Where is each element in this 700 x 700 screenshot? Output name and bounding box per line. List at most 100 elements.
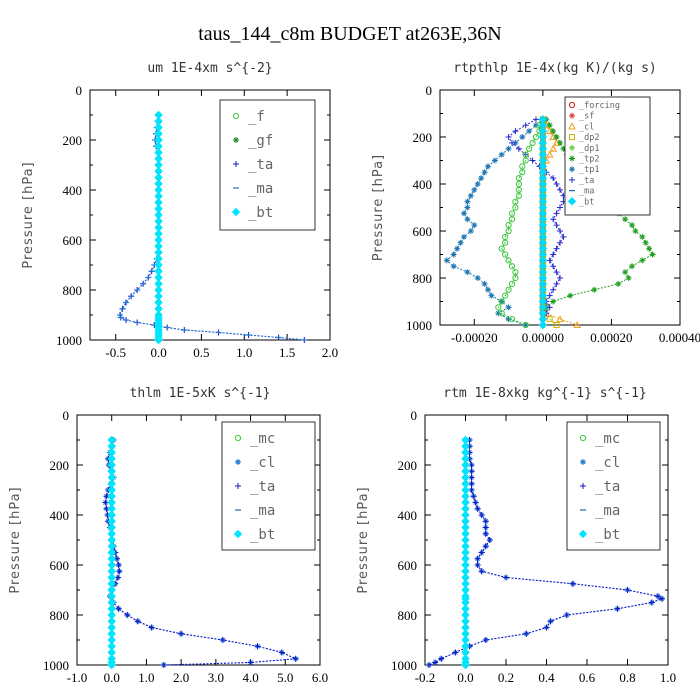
- legend-swatch: [568, 101, 576, 109]
- data-point: [254, 643, 261, 650]
- data-point: [432, 659, 439, 666]
- data-point: [553, 210, 560, 217]
- series-line: [446, 118, 544, 326]
- data-point: [461, 210, 467, 217]
- data-point: [509, 139, 515, 146]
- y-tick-label: 0: [411, 408, 418, 423]
- data-point: [491, 157, 498, 164]
- data-point: [642, 239, 649, 246]
- data-point: [464, 269, 471, 276]
- legend-label: _mc: [595, 431, 620, 447]
- x-tick-label: 0.8: [619, 670, 635, 685]
- y-tick-label: 600: [50, 558, 70, 573]
- legend-swatch: [231, 207, 241, 217]
- data-point: [522, 321, 529, 329]
- data-point: [515, 180, 522, 188]
- data-point: [503, 574, 509, 581]
- y-tick-label: 200: [398, 458, 418, 473]
- x-tick-label: -0.5: [105, 345, 126, 360]
- y-tick-label: 800: [50, 608, 70, 623]
- legend-label: _bt: [595, 527, 620, 543]
- y-axis-label: Pressure [hPa]: [8, 486, 23, 593]
- data-point: [512, 204, 519, 211]
- legend: _mc _cl _ta _ma _bt: [566, 421, 661, 551]
- data-point: [567, 292, 574, 299]
- panel-title: thlm 1E-5xK s^{-1}: [130, 386, 271, 401]
- data-point: [515, 192, 522, 199]
- data-point: [508, 210, 516, 217]
- data-point: [512, 274, 519, 282]
- y-tick-label: 200: [50, 458, 70, 473]
- data-point: [278, 649, 285, 656]
- legend-label: _tp1: [579, 165, 599, 175]
- data-point: [478, 175, 485, 182]
- legend-swatch: [235, 483, 241, 489]
- y-tick-label: 0: [63, 408, 70, 423]
- panel-title: um 1E-4xm s^{-2}: [147, 61, 272, 76]
- data-point: [526, 128, 533, 135]
- data-point: [538, 320, 548, 330]
- x-tick-label: 6.0: [312, 670, 328, 685]
- data-point: [529, 139, 536, 146]
- x-tick-label: -1.0: [67, 670, 88, 685]
- data-point: [154, 335, 163, 345]
- legend-label: _ta: [579, 176, 594, 186]
- data-point: [107, 660, 116, 670]
- data-point: [646, 245, 653, 252]
- data-point: [546, 292, 553, 299]
- data-point: [505, 304, 512, 311]
- data-point: [614, 605, 621, 612]
- data-point: [486, 537, 493, 543]
- data-point: [546, 304, 553, 311]
- data-point: [115, 605, 122, 612]
- data-point: [505, 227, 512, 235]
- y-tick-label: 400: [50, 508, 70, 523]
- y-tick-label: 800: [63, 283, 83, 298]
- data-point: [148, 624, 155, 631]
- legend: _mc _cl _ta _ma _bt: [221, 421, 316, 551]
- data-point: [553, 134, 560, 140]
- x-tick-label: 3.0: [208, 670, 224, 685]
- data-point: [474, 181, 481, 187]
- legend-label: _cl: [250, 455, 275, 471]
- data-point: [472, 499, 479, 506]
- data-point: [560, 233, 567, 240]
- legend-label: _bt: [250, 527, 275, 543]
- data-point: [549, 144, 557, 152]
- data-point: [474, 562, 481, 568]
- y-tick-label: 400: [398, 508, 418, 523]
- data-point: [557, 275, 563, 281]
- data-point: [481, 280, 488, 287]
- data-point: [508, 316, 516, 323]
- data-point: [467, 228, 474, 234]
- data-point: [629, 263, 635, 270]
- series-bt: [154, 110, 163, 345]
- legend-label: _ma: [595, 503, 620, 519]
- data-point: [522, 157, 529, 164]
- figure-title: taus_144_c8m BUDGET at263E,36N: [198, 23, 502, 45]
- data-point: [547, 618, 554, 625]
- data-point: [533, 116, 539, 123]
- data-point: [532, 133, 540, 141]
- data-point: [550, 175, 557, 182]
- data-point: [115, 562, 122, 568]
- data-point: [557, 228, 563, 234]
- x-tick-label: 0.5: [193, 345, 209, 360]
- legend-label: _gf: [248, 133, 273, 149]
- data-point: [557, 139, 563, 146]
- chart-panel-2: rtpthlp 1E-4x(kg K)/(kg s) Pressure [hPa]…: [371, 61, 700, 345]
- data-point: [450, 251, 457, 258]
- data-point: [622, 269, 629, 276]
- x-tick-label: 0.4: [538, 670, 555, 685]
- data-point: [498, 298, 505, 305]
- chart-panel-1: um 1E-4xm s^{-2} Pressure [hPa] 0 200 400 600…: [21, 61, 338, 360]
- legend-label: _ma: [248, 181, 273, 197]
- legend-swatch: [569, 134, 575, 141]
- data-point: [498, 310, 505, 317]
- x-tick-label: 0.6: [579, 670, 596, 685]
- data-point: [474, 275, 481, 281]
- legend-label: _ta: [248, 157, 273, 173]
- legend-swatch: [569, 155, 575, 162]
- data-point: [454, 245, 461, 252]
- y-tick-label: 1000: [391, 658, 417, 673]
